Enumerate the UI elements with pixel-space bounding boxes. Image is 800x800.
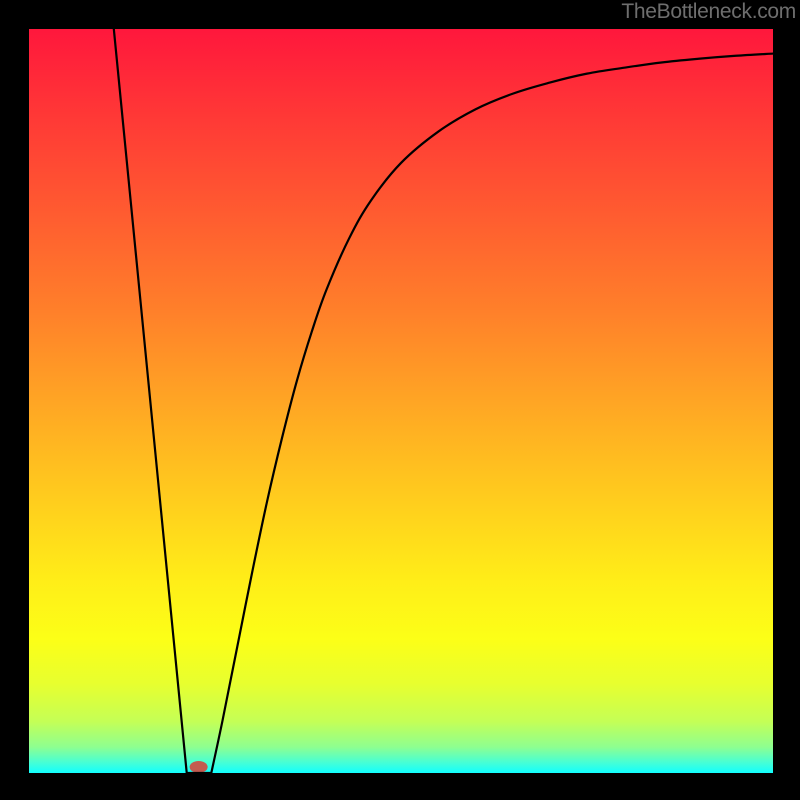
- watermark: TheBottleneck.com: [621, 0, 796, 24]
- chart-svg: [29, 29, 773, 773]
- plot-background: [29, 29, 773, 773]
- plot-area: [29, 29, 773, 773]
- bottleneck-marker: [190, 761, 208, 773]
- chart-container: TheBottleneck.com: [0, 0, 800, 800]
